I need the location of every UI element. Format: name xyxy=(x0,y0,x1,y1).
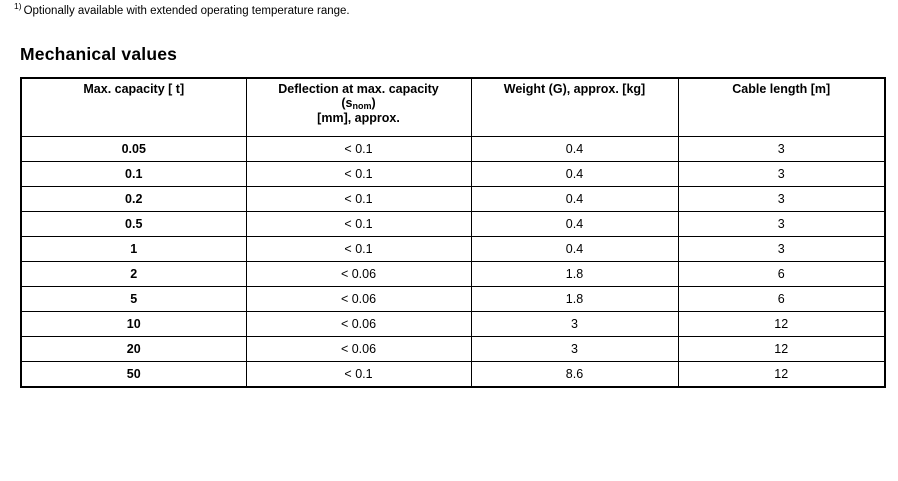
cell-weight: 0.4 xyxy=(470,186,679,212)
cell-deflection: < 0.1 xyxy=(245,136,472,162)
cell-cable-length: 3 xyxy=(677,211,886,237)
table-row: 5 < 0.06 1.8 6 xyxy=(20,286,886,312)
cell-deflection: < 0.06 xyxy=(245,286,472,312)
cell-weight: 0.4 xyxy=(470,136,679,162)
cell-capacity: 10 xyxy=(20,311,247,337)
cell-cable-length: 12 xyxy=(677,336,886,362)
table-row: 50 < 0.1 8.6 12 xyxy=(20,361,886,388)
col-header-cable-length: Cable length [m] xyxy=(677,77,886,137)
cell-deflection: < 0.06 xyxy=(245,261,472,287)
deflection-header-line3: [mm], approx. xyxy=(317,111,400,125)
cell-capacity: 50 xyxy=(20,361,247,388)
cell-weight: 8.6 xyxy=(470,361,679,388)
cell-deflection: < 0.1 xyxy=(245,186,472,212)
cell-cable-length: 3 xyxy=(677,236,886,262)
table-row: 2 < 0.06 1.8 6 xyxy=(20,261,886,287)
cell-deflection: < 0.06 xyxy=(245,311,472,337)
cell-weight: 0.4 xyxy=(470,161,679,187)
table-row: 0.5 < 0.1 0.4 3 xyxy=(20,211,886,237)
cell-capacity: 0.5 xyxy=(20,211,247,237)
cell-weight: 1.8 xyxy=(470,261,679,287)
cell-capacity: 2 xyxy=(20,261,247,287)
cell-weight: 3 xyxy=(470,311,679,337)
cell-weight: 1.8 xyxy=(470,286,679,312)
table-row: 0.2 < 0.1 0.4 3 xyxy=(20,186,886,212)
table-header-row: Max. capacity [ t] Deflection at max. ca… xyxy=(20,77,886,137)
table-row: 10 < 0.06 3 12 xyxy=(20,311,886,337)
col-header-deflection: Deflection at max. capacity (snom) [mm],… xyxy=(245,77,472,137)
deflection-header-line2: (snom) xyxy=(341,96,376,111)
cell-weight: 0.4 xyxy=(470,236,679,262)
snom-subscript: nom xyxy=(352,101,372,111)
cell-deflection: < 0.1 xyxy=(245,161,472,187)
cell-capacity: 20 xyxy=(20,336,247,362)
cell-capacity: 0.05 xyxy=(20,136,247,162)
cell-cable-length: 3 xyxy=(677,186,886,212)
cell-capacity: 1 xyxy=(20,236,247,262)
cell-weight: 0.4 xyxy=(470,211,679,237)
cell-deflection: < 0.1 xyxy=(245,361,472,388)
cell-deflection: < 0.1 xyxy=(245,236,472,262)
cell-capacity: 0.1 xyxy=(20,161,247,187)
cell-deflection: < 0.06 xyxy=(245,336,472,362)
footnote-text: Optionally available with extended opera… xyxy=(23,5,350,17)
cell-cable-length: 3 xyxy=(677,161,886,187)
cell-deflection: < 0.1 xyxy=(245,211,472,237)
cell-weight: 3 xyxy=(470,336,679,362)
cell-cable-length: 12 xyxy=(677,361,886,388)
table-row: 0.05 < 0.1 0.4 3 xyxy=(20,136,886,162)
footnote-marker: 1) xyxy=(14,1,22,12)
cell-cable-length: 12 xyxy=(677,311,886,337)
table-row: 20 < 0.06 3 12 xyxy=(20,336,886,362)
table-row: 0.1 < 0.1 0.4 3 xyxy=(20,161,886,187)
col-header-weight: Weight (G), approx. [kg] xyxy=(470,77,679,137)
footnote: 1) Optionally available with extended ope… xyxy=(14,1,350,18)
section-title: Mechanical values xyxy=(20,44,178,64)
col-header-max-capacity: Max. capacity [ t] xyxy=(20,77,247,137)
mechanical-values-table: Max. capacity [ t] Deflection at max. ca… xyxy=(20,77,886,388)
table-row: 1 < 0.1 0.4 3 xyxy=(20,236,886,262)
deflection-header-line1: Deflection at max. capacity xyxy=(278,82,439,96)
cell-capacity: 5 xyxy=(20,286,247,312)
cell-cable-length: 6 xyxy=(677,286,886,312)
cell-cable-length: 3 xyxy=(677,136,886,162)
cell-cable-length: 6 xyxy=(677,261,886,287)
cell-capacity: 0.2 xyxy=(20,186,247,212)
